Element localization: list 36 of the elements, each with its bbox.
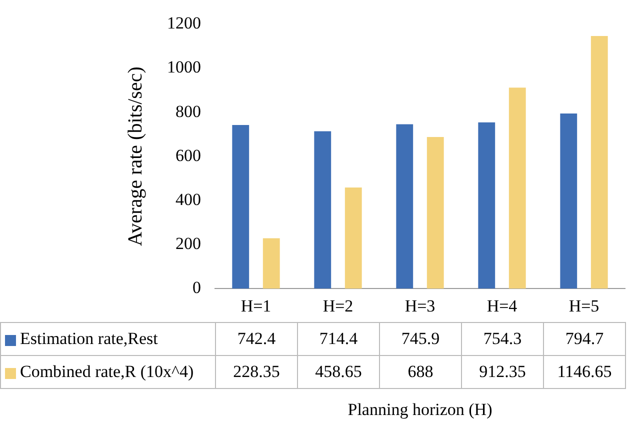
bar: [508, 88, 526, 289]
data-label: 754.3: [462, 322, 544, 356]
data-label: 458.65: [298, 356, 380, 388]
y-tick-label: 400: [176, 190, 201, 209]
y-tick-label: 1000: [167, 58, 201, 77]
data-label: 794.7: [544, 322, 626, 356]
x-axis-title: Planning horizon (H): [346, 400, 494, 420]
x-tick-label: H=3: [404, 296, 436, 316]
bar: [314, 131, 332, 289]
bar: [478, 122, 496, 289]
y-tick-label: 1200: [167, 14, 201, 33]
legend-label: Estimation rate,Rest: [20, 329, 158, 348]
y-axis-title: Average rate (bits/sec): [124, 66, 146, 246]
data-label: 912.35: [462, 356, 544, 388]
data-label: 688: [380, 356, 462, 388]
data-label: 1146.65: [544, 356, 626, 388]
x-tick-label: H=1: [240, 296, 272, 316]
y-tick-label: 800: [176, 102, 201, 121]
legend-label: Combined rate,R (10x^4): [20, 362, 194, 381]
y-tick-label: 600: [176, 146, 201, 165]
bar: [232, 125, 250, 289]
x-tick-label: H=5: [568, 296, 600, 316]
x-tick-label: H=2: [322, 296, 354, 316]
bar: [396, 124, 414, 289]
data-label: 742.4: [216, 322, 298, 356]
bar: [262, 238, 280, 289]
data-label: 228.35: [216, 356, 298, 388]
bar: [426, 137, 444, 289]
data-label: 714.4: [298, 322, 380, 356]
x-tick-label: H=4: [486, 296, 518, 316]
y-tick-label: 200: [176, 234, 201, 253]
bar: [560, 114, 578, 289]
data-label: 745.9: [380, 322, 462, 356]
y-tick-label: 0: [192, 278, 201, 298]
bar: [590, 36, 608, 289]
bar: [344, 188, 362, 289]
